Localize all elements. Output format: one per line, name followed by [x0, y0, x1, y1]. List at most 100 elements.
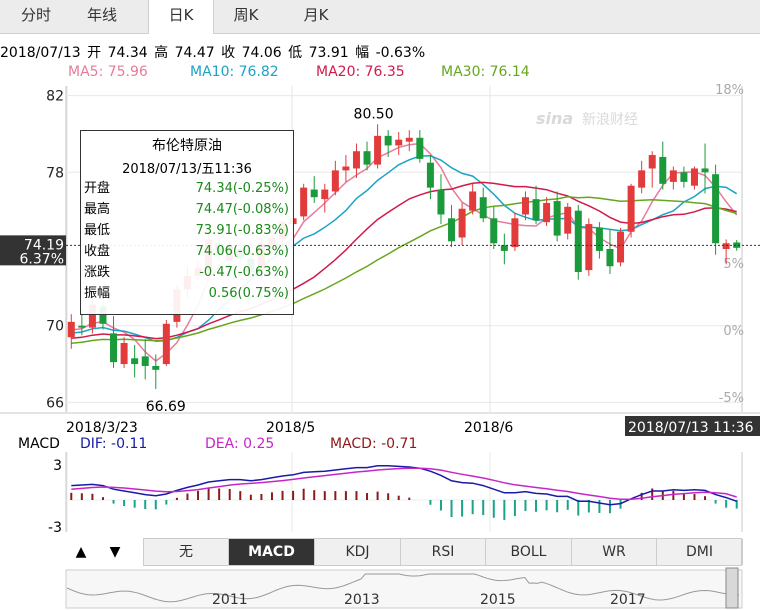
candle-body	[648, 155, 656, 169]
candle-body	[141, 356, 149, 366]
tooltip-row: 收盘 74.06(-0.63%)	[84, 242, 289, 262]
candle-body	[617, 231, 625, 263]
candle-body	[595, 227, 603, 251]
candle-body	[374, 135, 382, 165]
candle-body	[500, 245, 508, 251]
overview-year-label: 2015	[480, 592, 516, 608]
max-price-annotation: 80.50	[354, 106, 394, 122]
candle-body	[458, 208, 466, 238]
candle-body	[310, 189, 318, 198]
price-tick-label: 70	[46, 319, 64, 335]
macd-tick-label: 3	[53, 458, 62, 474]
zoom-in-arrow-icon[interactable]: ▲	[75, 544, 87, 560]
candle-body	[331, 170, 339, 192]
tooltip-date: 2018/07/13/五11:36	[122, 162, 252, 177]
indicator-button-boll[interactable]: BOLL	[486, 539, 572, 565]
tab-1[interactable]: 年线	[86, 6, 117, 24]
candle-body	[701, 168, 709, 173]
tooltip-row: 涨跌 -0.47(-0.63%)	[84, 263, 289, 283]
price-tick-label: 82	[46, 89, 64, 105]
macd-title: MACD	[18, 436, 60, 452]
macd-tick-label: -3	[48, 520, 62, 536]
tooltip-row: 最高 74.47(-0.08%)	[84, 200, 289, 220]
ma-label-3: MA20: 76.35	[316, 64, 405, 80]
percent-tick-label: 0%	[723, 324, 744, 339]
tooltip-row-value: 74.34(-0.25%)	[195, 181, 289, 196]
macd-dea-label: DEA: 0.25	[205, 436, 274, 452]
dif-line	[71, 465, 737, 506]
tooltip-row-key: 最低	[84, 223, 111, 238]
tab-2[interactable]: 日K	[148, 0, 214, 34]
candle-body	[300, 187, 308, 217]
indicator-button-macd[interactable]: MACD	[229, 539, 315, 565]
candle-body	[88, 304, 96, 328]
date-tick-label: 2018/3/23	[66, 420, 138, 436]
candle-body	[511, 218, 519, 248]
candle-body	[659, 156, 667, 184]
candle-body	[131, 358, 139, 365]
quote-date: 2018/07/13	[0, 45, 81, 61]
tooltip-row-value: 73.91(-0.83%)	[195, 223, 289, 238]
sina-logo-icon: sina	[536, 109, 573, 128]
tab-4[interactable]: 月K	[303, 6, 329, 24]
tooltip-row-value: -0.47(-0.63%)	[199, 265, 289, 280]
tooltip-row-key: 收盘	[84, 244, 111, 259]
dea-line	[71, 467, 737, 501]
tooltip-title: 布伦特原油	[152, 138, 222, 154]
overview-year-label: 2013	[344, 592, 380, 608]
high-label: 高	[154, 45, 169, 61]
amp-value: -0.63%	[375, 45, 426, 61]
ohlc-tooltip: 布伦特原油 2018/07/13/五11:36 开盘 74.34(-0.25%) 最…	[80, 130, 294, 315]
candle-body	[690, 168, 698, 186]
indicator-button-dmi[interactable]: DMI	[657, 539, 743, 565]
overview-year-label: 2011	[212, 592, 248, 608]
candle-body	[574, 210, 582, 273]
candle-body	[437, 189, 445, 215]
low-label: 低	[288, 45, 303, 61]
open-value: 74.34	[107, 45, 148, 61]
candle-body	[712, 174, 720, 244]
indicator-button-rsi[interactable]: RSI	[401, 539, 486, 565]
tab-0[interactable]: 分时	[20, 6, 51, 24]
candle-body	[669, 170, 677, 182]
candle-body	[363, 151, 371, 165]
candle-body	[469, 191, 477, 211]
candle-body	[543, 202, 551, 223]
indicator-button-kdj[interactable]: KDJ	[315, 539, 401, 565]
watermark-text: 新浪财经	[582, 112, 638, 128]
amp-label: 幅	[355, 45, 370, 61]
candle-body	[733, 242, 741, 248]
indicator-button-wr[interactable]: WR	[572, 539, 657, 565]
tooltip-row-key: 振幅	[84, 286, 111, 301]
candle-body	[110, 333, 118, 363]
ma10-line	[71, 155, 738, 343]
tooltip-row-value: 74.47(-0.08%)	[195, 202, 289, 217]
candle-body	[405, 137, 413, 142]
tooltip-row: 最低 73.91(-0.83%)	[84, 221, 289, 241]
candle-body	[490, 218, 498, 244]
price-tick-label: 66	[46, 395, 64, 411]
candle-body	[342, 166, 350, 171]
tooltip-row: 振幅 0.56(0.75%)	[84, 284, 289, 304]
high-value: 74.47	[174, 45, 215, 61]
candle-body	[78, 325, 86, 328]
candle-body	[627, 185, 635, 232]
indicator-button-无[interactable]: 无	[144, 539, 229, 565]
tab-3[interactable]: 周K	[233, 6, 259, 24]
overview-range-handle[interactable]	[725, 567, 739, 609]
candle-body	[426, 162, 434, 188]
close-value: 74.06	[241, 45, 282, 61]
zoom-out-arrow-icon[interactable]: ▼	[109, 544, 121, 560]
candle-body	[638, 170, 646, 188]
indicator-toolbar: 无 MACD KDJ RSI BOLL WR DMI	[143, 538, 743, 566]
ma-label-1: MA5: 75.96	[68, 64, 148, 80]
candle-body	[564, 206, 572, 234]
overview-price-line	[66, 573, 739, 603]
tooltip-row-key: 开盘	[84, 181, 111, 196]
candle-body	[722, 243, 730, 249]
candle-body	[553, 201, 561, 236]
overview-strip	[65, 569, 743, 609]
overview-year-label: 2017	[610, 592, 646, 608]
ma20-line	[71, 181, 737, 340]
